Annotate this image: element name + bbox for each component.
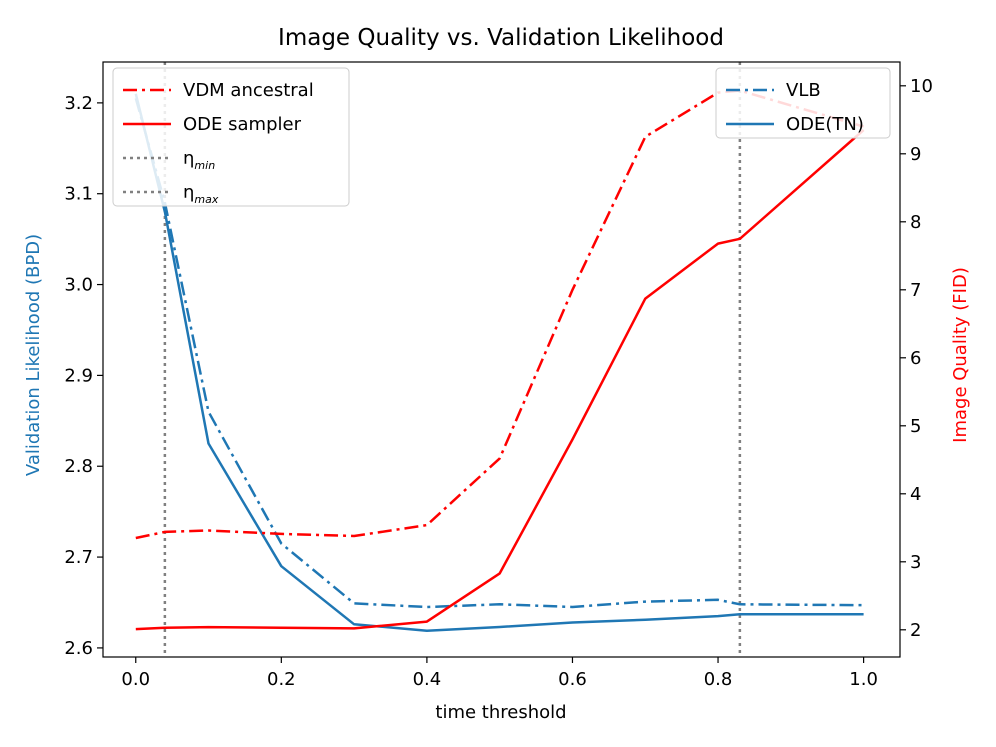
- axes-frame: [102, 61, 901, 658]
- y-left-tick-label: 3.0: [64, 275, 93, 296]
- y-left-tick-label: 2.9: [64, 365, 93, 386]
- plot-area: 0.0 0.2 0.4 0.6 0.8 1.0 2.6 2.7 2.8 2.9 3.0 3.1 3.2 2…: [64, 61, 933, 690]
- y-left-tick-label: 2.6: [64, 638, 93, 659]
- x-tick-label: 1.0: [849, 669, 878, 690]
- y-right-tick-label: 7: [910, 280, 921, 301]
- y-right-tick-label: 2: [910, 620, 921, 641]
- legend-left-entry-label: ODE sampler: [183, 114, 302, 135]
- x-tick-label: 0.6: [558, 669, 587, 690]
- legend-right-frame: [715, 67, 891, 139]
- y-left-tick-label: 2.8: [64, 456, 93, 477]
- legend-right: VLB ODE(TN): [715, 67, 891, 139]
- y-right-tick-label: 10: [910, 76, 933, 97]
- chart-title: Image Quality vs. Validation Likelihood: [278, 25, 724, 51]
- y-axis-right-label: Image Quality (FID): [950, 267, 971, 443]
- series-line-vlb: [134, 97, 864, 609]
- x-tick-label: 0.8: [704, 669, 733, 690]
- series-line-ode-tn: [134, 93, 864, 632]
- y-left-tick-label: 3.1: [64, 184, 93, 205]
- legend-right-entry-label: ODE(TN): [786, 114, 864, 135]
- y-right-tick-label: 4: [910, 484, 921, 505]
- x-tick-label: 0.2: [267, 669, 296, 690]
- legend-right-entry-label: VLB: [786, 80, 821, 101]
- series-line-vdm-ancestral: [135, 89, 864, 540]
- x-axis-label: time threshold: [435, 702, 566, 723]
- y-left-tick-label: 2.7: [64, 547, 93, 568]
- legend-left-entry-label: VDM ancestral: [183, 80, 314, 101]
- y-axis-left-label: Validation Likelihood (BPD): [23, 234, 44, 476]
- legend-left-frame: [112, 67, 350, 207]
- series-line-ode-sampler: [135, 129, 865, 631]
- y-right-tick-label: 8: [910, 212, 921, 233]
- y-right-tick-label: 6: [910, 348, 921, 369]
- x-tick-label: 0.0: [121, 669, 150, 690]
- x-tick-label: 0.4: [413, 669, 442, 690]
- y-left-tick-label: 3.2: [64, 93, 93, 114]
- y-right-tick-label: 5: [910, 416, 921, 437]
- y-right-tick-label: 9: [910, 144, 921, 165]
- y-right-tick-label: 3: [910, 552, 921, 573]
